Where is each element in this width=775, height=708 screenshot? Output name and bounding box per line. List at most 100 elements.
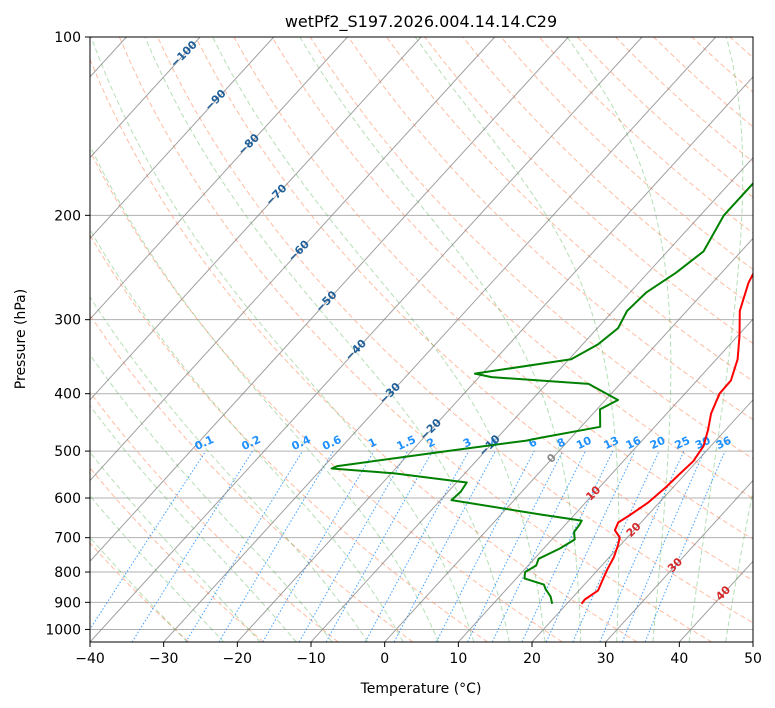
mixing-ratio-line [621,450,705,642]
moist-adiabat [90,536,188,642]
moist-adiabat [212,37,546,642]
dry-adiabat [90,313,414,642]
mixing-ratio-line [218,450,334,642]
x-axis-label: Temperature (°C) [360,681,482,697]
isotherm-label: −100 [168,38,200,70]
y-tick-label: 300 [54,313,81,329]
moist-adiabat [144,37,510,642]
mixing-ratio-line [467,450,564,642]
moist-adiabat [90,451,261,642]
moist-adiabat [725,488,753,642]
mixing-ratio-label: 0.1 [193,433,216,453]
mixing-ratio-label: 13 [602,434,621,452]
chart-title: wetPf2_S197.2026.004.14.14.C29 [285,12,557,32]
mixing-ratio-label: 0.4 [290,433,313,453]
mixing-ratio-line [325,450,433,642]
mixing-ratio-label: 25 [673,434,692,452]
y-tick-label: 200 [54,208,81,224]
mixing-ratio-line [545,450,636,642]
mixing-ratio-label: 1.5 [395,433,418,453]
dry-adiabat [309,37,753,460]
isotherm [90,37,348,320]
x-tick-label: 10 [449,651,467,667]
plot-area: 0.1 0.2 0.4 0.6 1 1.5 2 3 4 6 8 10 13 16 20 25 30 36−100−… [90,37,775,642]
mixing-ratio-line [435,450,535,642]
dry-adiabat [768,37,775,642]
mixing-ratio-line [131,450,254,642]
y-axis-ticks: 100 200 300 400 500 600 700 800 900 1000 [45,30,90,638]
mixing-ratio-line [644,450,726,642]
line-labels: 0.1 0.2 0.4 0.6 1 1.5 2 3 4 6 8 10 13 16 20 25 30 36−100−… [168,38,734,603]
isotherm [90,37,643,642]
isotherm [531,399,753,642]
y-tick-label: 700 [54,531,81,547]
x-tick-label: −40 [75,651,105,667]
x-tick-label: −10 [296,651,326,667]
dry-adiabat [729,37,753,59]
moist-adiabat [90,228,404,642]
isotherm [90,37,496,482]
dry-adiabat [118,37,712,642]
dry-adiabat [653,37,753,128]
isotherm [752,641,753,642]
x-tick-label: −20 [223,651,253,667]
x-tick-label: −30 [149,651,179,667]
isotherm [605,479,753,642]
moist-adiabat [90,144,439,642]
y-tick-label: 600 [54,491,81,507]
moist-adiabats [90,37,753,642]
mixing-ratio-label: 36 [714,434,734,452]
dewpoint-profile-line [330,182,753,605]
y-tick-label: 900 [54,595,81,611]
temperature-profile-line [580,271,753,605]
mixing-ratio-line [364,450,470,642]
isotherm [90,37,422,401]
dry-adiabat [90,467,264,642]
isotherm [310,156,753,642]
mixing-ratio-line [185,450,304,642]
isotherm [90,37,275,240]
mixing-ratio-line [599,450,685,642]
y-tick-label: 1000 [45,622,81,638]
mixing-ratio-line [262,450,375,642]
dry-adiabat [90,58,638,642]
profile-series [330,182,753,605]
dry-adiabat [195,37,753,582]
moist-adiabat [688,37,744,642]
y-tick-label: 100 [54,30,81,46]
mixing-ratio-line [491,450,586,642]
dry-adiabat [615,37,753,163]
x-tick-label: 30 [597,651,615,667]
mixing-ratio-label: 20 [648,434,668,452]
dry-adiabat [691,37,753,93]
y-axis-label: Pressure (hPa) [13,289,29,389]
y-tick-label: 800 [54,565,81,581]
x-tick-label: 40 [670,651,688,667]
isotherm-lines [90,37,753,642]
isotherm [90,37,569,563]
x-axis-ticks: −40 −30 −20 −10 0 10 20 30 40 50 [75,642,762,667]
dry-adiabat [90,391,339,642]
isotherm [236,76,753,642]
pressure-gridlines [90,37,753,630]
moist-adiabat [90,495,225,642]
plot-frame [89,36,754,643]
mixing-ratio-label: 1 [366,435,378,450]
dry-adiabats [90,37,775,642]
dry-adiabat [157,37,753,624]
moist-adiabat [90,37,475,642]
moist-adiabat [90,296,369,642]
mixing-ratio-label: 16 [624,434,644,452]
mixing-ratio-label: 30 [693,434,713,452]
moist-adiabat [90,404,297,642]
dry-adiabat [271,37,753,500]
dry-adiabat [424,37,753,344]
isotherm [457,318,753,642]
mixing-ratio-label: 0.6 [320,433,343,453]
mixing-ratio-line [521,450,614,642]
y-tick-label: 500 [54,444,81,460]
dry-adiabat [90,149,563,642]
y-tick-label: 400 [54,387,81,403]
x-tick-label: 50 [744,651,762,667]
